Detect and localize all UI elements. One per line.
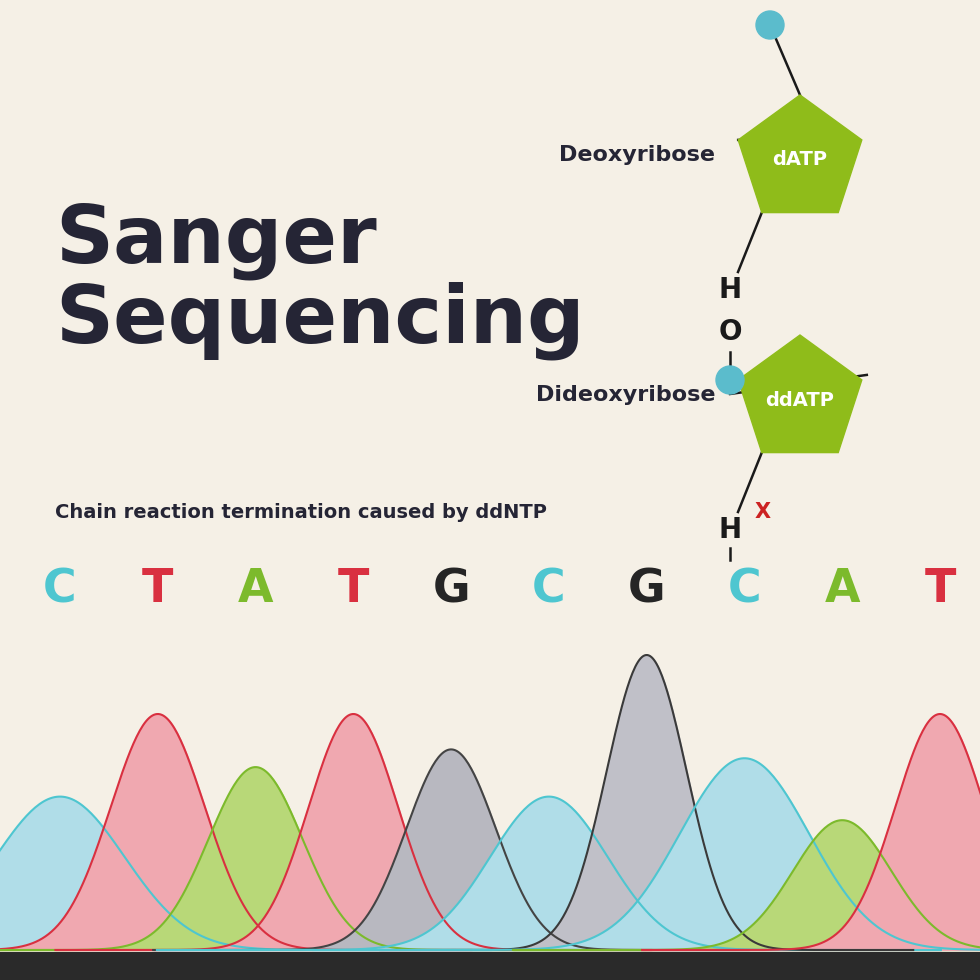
Text: C: C xyxy=(43,567,76,612)
Text: C: C xyxy=(532,567,565,612)
Text: T: T xyxy=(142,567,173,612)
Text: G: G xyxy=(628,567,665,612)
Text: ddATP: ddATP xyxy=(765,390,834,410)
Text: G: G xyxy=(432,567,470,612)
Text: Deoxyribose: Deoxyribose xyxy=(559,145,715,165)
FancyBboxPatch shape xyxy=(18,18,962,962)
Text: H: H xyxy=(718,276,742,304)
Text: O: O xyxy=(718,318,742,346)
Text: Chain reaction termination caused by ddNTP: Chain reaction termination caused by ddN… xyxy=(55,503,547,521)
Text: Sanger: Sanger xyxy=(55,202,376,280)
Circle shape xyxy=(716,366,744,394)
Text: C: C xyxy=(727,567,761,612)
Text: X: X xyxy=(755,502,771,522)
Text: T: T xyxy=(338,567,369,612)
Bar xyxy=(0,952,980,980)
Text: A: A xyxy=(824,567,860,612)
Circle shape xyxy=(756,11,784,39)
Text: dATP: dATP xyxy=(772,151,827,170)
Text: A: A xyxy=(238,567,273,612)
Text: Dideoxyribose: Dideoxyribose xyxy=(535,385,715,405)
Polygon shape xyxy=(738,95,861,213)
Text: Sequencing: Sequencing xyxy=(55,281,585,360)
Text: H: H xyxy=(718,516,742,544)
Polygon shape xyxy=(738,335,861,453)
Text: T: T xyxy=(924,567,956,612)
